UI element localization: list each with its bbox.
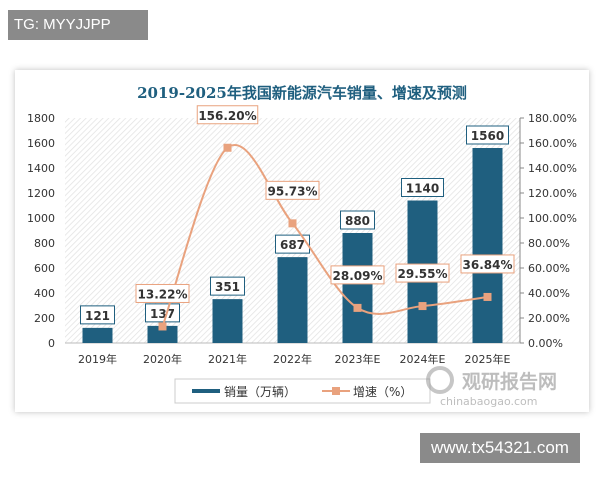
line-label-box — [265, 180, 320, 200]
bar-label: 351 — [215, 280, 240, 294]
y-left-tick: 1400 — [27, 162, 55, 175]
y-left-tick: 1600 — [27, 137, 55, 150]
tg-label: TG: MYYJJPP — [8, 10, 148, 40]
watermark: www.tx54321.com — [420, 433, 580, 463]
line-label-box — [330, 265, 385, 285]
bar-label: 121 — [85, 309, 110, 323]
bar-label-box — [210, 276, 245, 296]
y-right-tick: 40.00% — [528, 287, 570, 300]
line-label-box — [135, 283, 190, 303]
x-tick: 2022年 — [273, 352, 312, 366]
y-right-tick: 160.00% — [528, 137, 577, 150]
x-tick: 2019年 — [78, 352, 117, 366]
line-point — [158, 322, 167, 331]
y-right-tick: 20.00% — [528, 312, 570, 325]
y-left-tick: 800 — [34, 237, 55, 250]
legend-bar-swatch — [192, 389, 220, 393]
svg-text:chinabaogao.com: chinabaogao.com — [440, 395, 538, 408]
bar-label-box — [145, 303, 180, 323]
bar — [212, 299, 243, 343]
x-tick: 2025年E — [465, 352, 511, 366]
y-left-tick: 400 — [34, 287, 55, 300]
bar — [147, 325, 178, 343]
line-label: 13.22% — [138, 287, 188, 301]
y-right-tick: 0.00% — [528, 337, 563, 350]
x-tick: 2020年 — [143, 352, 182, 366]
bar-label-box — [340, 210, 375, 230]
bar-label-box — [466, 125, 509, 145]
bar-label: 1140 — [406, 182, 439, 196]
bar-label: 137 — [150, 307, 175, 321]
bar-label-box — [275, 234, 310, 254]
logo: 观研报告网 chinabaogao.com — [426, 366, 557, 408]
x-tick: 2023年E — [335, 352, 381, 366]
bar — [472, 148, 503, 343]
bar — [82, 327, 113, 343]
y-right-tick: 100.00% — [528, 212, 577, 225]
y-left-tick: 1800 — [27, 112, 55, 125]
legend-bar-label: 销量（万辆） — [224, 385, 296, 399]
y-right-tick: 180.00% — [528, 112, 577, 125]
y-right-tick: 60.00% — [528, 262, 570, 275]
y-left-tick: 600 — [34, 262, 55, 275]
legend: 销量（万辆） 增速（%） — [174, 378, 431, 404]
line-label: 28.09% — [333, 269, 383, 283]
line-label: 36.84% — [463, 258, 513, 272]
line-label-box — [460, 254, 515, 274]
line-label-box — [196, 105, 259, 125]
y-right-tick: 80.00% — [528, 237, 570, 250]
bar — [342, 233, 373, 343]
y-right-tick: 120.00% — [528, 187, 577, 200]
y-left-tick: 1200 — [27, 187, 55, 200]
bar-label: 1560 — [471, 129, 504, 143]
y-left-tick: 200 — [34, 312, 55, 325]
line-point — [288, 219, 297, 228]
chart-title: 2019-2025年我国新能源汽车销量、增速及预测 — [137, 84, 467, 102]
y-right-tick: 140.00% — [528, 162, 577, 175]
bar-label: 687 — [280, 238, 305, 252]
bar-label-box — [80, 305, 115, 325]
line-label-box — [395, 263, 450, 283]
y-left-tick: 0 — [48, 337, 55, 350]
legend-line-label: 增速（%） — [353, 385, 412, 399]
svg-text:观研报告网: 观研报告网 — [462, 370, 557, 393]
line-point — [223, 143, 232, 152]
line-point — [418, 302, 427, 311]
bar — [277, 257, 308, 343]
bar-label: 880 — [345, 214, 370, 228]
x-tick: 2024年E — [400, 352, 446, 366]
line-label: 29.55% — [398, 267, 448, 281]
y-left-tick: 1000 — [27, 212, 55, 225]
bar-label-box — [401, 178, 444, 197]
x-tick: 2021年 — [208, 352, 247, 366]
line-point — [353, 303, 362, 312]
line-label: 95.73% — [268, 184, 318, 198]
line-label: 156.20% — [198, 109, 256, 123]
line-point — [483, 292, 492, 301]
